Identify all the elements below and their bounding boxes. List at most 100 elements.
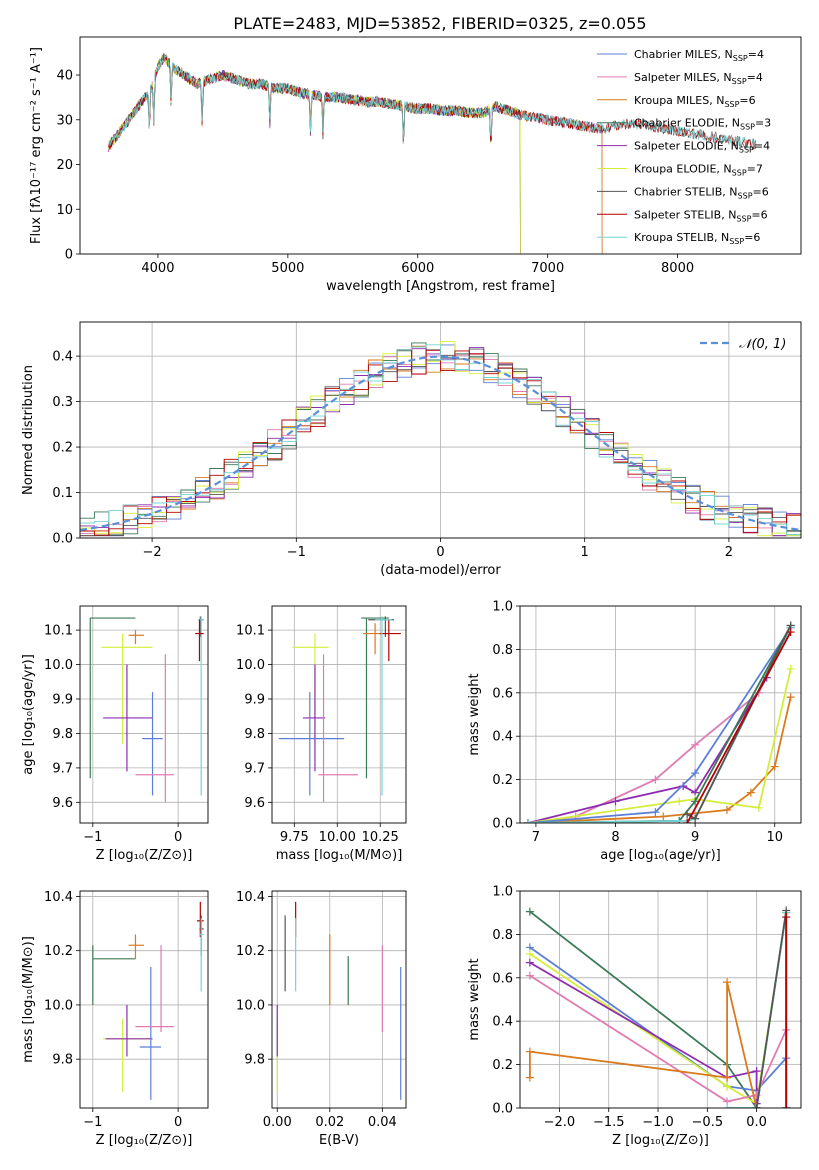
x-tick-label: 6000 bbox=[401, 261, 434, 276]
y-tick-label: 0.4 bbox=[492, 1015, 513, 1030]
x-tick-label: −2 bbox=[143, 545, 162, 560]
legend-suffix: =4 bbox=[747, 71, 763, 84]
y-tick-label: 0.4 bbox=[492, 730, 513, 745]
y-tick-label: 0.2 bbox=[492, 1058, 513, 1073]
y-tick-label: 9.8 bbox=[52, 727, 73, 742]
legend-suffix: =6 bbox=[744, 231, 760, 244]
weight-marker bbox=[786, 693, 795, 702]
panels: 4000 5000 6000 7000 8000010203040wavelength … bbox=[21, 36, 802, 1148]
y-tick-label: 10.1 bbox=[236, 624, 265, 639]
plot-area bbox=[108, 52, 756, 254]
panel-age-vs-Z: −1 0 9.6 9.7 9.8 9.9 10.0 10.1 Z [log₁₀(Z/Z⊙)] ag… bbox=[21, 605, 209, 863]
plot-area bbox=[272, 891, 406, 1108]
legend-sub: SSP bbox=[738, 191, 753, 200]
panel-mass-vs-Z: −1 0 9.8 10.0 10.2 10.4 Z [log₁₀(Z/Z⊙)] mass [l… bbox=[21, 890, 209, 1148]
x-tick-label: −0.5 bbox=[692, 1115, 724, 1130]
weight-line-4 bbox=[529, 974, 788, 1103]
errorbar-3 bbox=[302, 664, 326, 772]
legend-entry-3: Chabrier ELODIE, NSSP=3 bbox=[634, 117, 771, 132]
axes-frame bbox=[79, 321, 802, 539]
x-tick-label: 2 bbox=[725, 545, 733, 560]
weight-line-1 bbox=[527, 677, 768, 823]
y-tick-label: 0.0 bbox=[492, 817, 513, 832]
x-tick-label: 1 bbox=[581, 545, 589, 560]
x-axis-label: E(B-V) bbox=[319, 1133, 359, 1148]
weight-marker bbox=[525, 907, 534, 916]
x-axis-label: age [log₁₀(age/yr)] bbox=[600, 848, 721, 863]
spectrum-line-8 bbox=[108, 54, 756, 150]
weight-marker bbox=[786, 628, 795, 637]
x-tick-label: 7000 bbox=[531, 261, 564, 276]
x-axis-label: (data-model)/error bbox=[380, 563, 501, 578]
y-tick-label: 40 bbox=[56, 69, 73, 84]
legend-suffix: =6 bbox=[751, 208, 767, 221]
weight-marker bbox=[691, 769, 700, 778]
x-tick-label: 5000 bbox=[271, 261, 304, 276]
legend-entry-1: Salpeter MILES, NSSP=4 bbox=[634, 71, 763, 86]
y-tick-label: 0.0 bbox=[52, 532, 73, 547]
legend-suffix: =7 bbox=[747, 163, 763, 176]
y-tick-label: 0.6 bbox=[492, 971, 513, 986]
weight-marker bbox=[525, 971, 534, 980]
y-tick-label: 9.8 bbox=[244, 1053, 265, 1068]
y-tick-label: 0.8 bbox=[492, 928, 513, 943]
x-axis-label: Z [log₁₀(Z/Z⊙)] bbox=[96, 848, 193, 863]
x-tick-label: 0.02 bbox=[315, 1115, 344, 1130]
legend-sub: SSP bbox=[729, 237, 744, 246]
legend-entry-0: Chabrier MILES, NSSP=4 bbox=[634, 48, 764, 63]
x-tick-label: 0 bbox=[436, 545, 444, 560]
x-axis-label: Z [log₁₀(Z/Z⊙)] bbox=[612, 1133, 709, 1148]
weight-line-1 bbox=[529, 946, 787, 1092]
y-tick-label: 10.0 bbox=[236, 658, 265, 673]
x-tick-label: 10.00 bbox=[319, 830, 356, 845]
errorbar-0 bbox=[89, 617, 136, 779]
y-tick-label: 1.0 bbox=[492, 600, 513, 615]
weight-marker bbox=[651, 775, 660, 784]
x-tick-label: −1 bbox=[83, 1115, 102, 1130]
y-axis-label: Flux [fλ10⁻¹⁷ erg cm⁻² s⁻¹ A⁻¹] bbox=[29, 47, 44, 244]
weight-marker bbox=[786, 664, 795, 673]
errorbar-0 bbox=[361, 617, 389, 779]
errorbar-8 bbox=[195, 619, 204, 662]
panel-massweight-vs-age: 7 8 9 10 0.0 0.2 0.4 0.6 0.8 1.0 age [log₁₀(age/yr… bbox=[467, 600, 802, 863]
weight-marker bbox=[691, 797, 700, 806]
legend-entry-2: Kroupa MILES, NSSP=6 bbox=[634, 94, 756, 109]
x-tick-label: −1.0 bbox=[642, 1115, 674, 1130]
axes-frame bbox=[79, 890, 209, 1109]
errorbar-2 bbox=[128, 630, 144, 644]
x-tick-label: −2.0 bbox=[544, 1115, 576, 1130]
plot-area bbox=[80, 322, 801, 538]
y-tick-label: 9.8 bbox=[244, 727, 265, 742]
y-tick-label: 0.6 bbox=[492, 686, 513, 701]
legend-name: Salpeter STELIB, N bbox=[634, 208, 736, 221]
y-axis-label: age [log₁₀(age/yr)] bbox=[21, 654, 36, 775]
errorbar-5 bbox=[135, 654, 174, 803]
weight-marker bbox=[691, 814, 700, 823]
weight-marker bbox=[525, 1073, 534, 1082]
histogram-0 bbox=[80, 344, 801, 537]
spectrum-line-1 bbox=[108, 55, 603, 254]
x-axis-label: wavelength [Angstrom, rest frame] bbox=[326, 279, 555, 294]
x-tick-label: −1.5 bbox=[593, 1115, 625, 1130]
spectrum-line-2 bbox=[108, 54, 603, 254]
weight-marker bbox=[683, 819, 692, 823]
y-tick-label: 10.0 bbox=[44, 998, 73, 1013]
y-tick-label: 0.0 bbox=[492, 1102, 513, 1117]
axes-frame bbox=[519, 890, 802, 1109]
legend-name: Salpeter ELODIE, N bbox=[634, 140, 739, 153]
errorbar-1 bbox=[103, 1018, 153, 1092]
x-tick-label: 0.00 bbox=[263, 1115, 292, 1130]
panel-spectrum: 4000 5000 6000 7000 8000 0 10 20 30 40 wavelength … bbox=[29, 36, 802, 294]
errorbar-3 bbox=[105, 1004, 153, 1057]
legend-name: Salpeter MILES, N bbox=[634, 71, 732, 84]
x-tick-label: 10.25 bbox=[362, 830, 399, 845]
y-axis-label: Normed distribution bbox=[21, 365, 36, 495]
weight-marker bbox=[525, 958, 534, 967]
y-tick-label: 0 bbox=[65, 248, 73, 263]
y-tick-label: 10.4 bbox=[236, 890, 265, 905]
legend-name: Chabrier MILES, N bbox=[634, 48, 733, 61]
y-tick-label: 30 bbox=[56, 113, 73, 128]
y-tick-label: 10.2 bbox=[44, 944, 73, 959]
y-tick-label: 20 bbox=[56, 158, 73, 173]
legend-suffix: =6 bbox=[753, 185, 769, 198]
